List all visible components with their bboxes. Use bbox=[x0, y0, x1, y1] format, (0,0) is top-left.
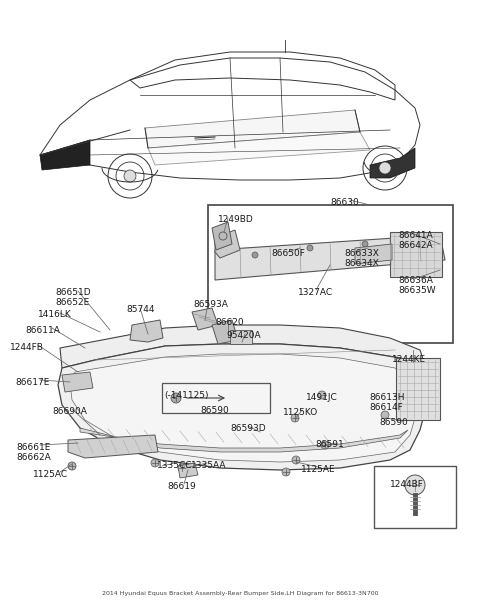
Polygon shape bbox=[70, 354, 418, 462]
Text: 1244FB: 1244FB bbox=[10, 343, 44, 352]
Text: 86611A: 86611A bbox=[25, 326, 60, 335]
Text: 1416LK: 1416LK bbox=[38, 310, 72, 319]
Polygon shape bbox=[145, 110, 360, 148]
Polygon shape bbox=[355, 244, 392, 264]
Text: 86690A: 86690A bbox=[52, 407, 87, 416]
Text: 1125AC: 1125AC bbox=[33, 470, 68, 479]
Circle shape bbox=[124, 170, 136, 182]
Circle shape bbox=[282, 468, 290, 476]
Polygon shape bbox=[148, 132, 370, 165]
Text: 1249BD: 1249BD bbox=[218, 215, 254, 224]
Text: 86652E: 86652E bbox=[55, 298, 89, 307]
Polygon shape bbox=[215, 230, 240, 258]
Polygon shape bbox=[68, 435, 158, 458]
Text: 1125AE: 1125AE bbox=[301, 465, 336, 474]
Text: 86651D: 86651D bbox=[55, 288, 91, 297]
Text: 1327AC: 1327AC bbox=[298, 288, 333, 297]
Text: 1335CC: 1335CC bbox=[157, 461, 192, 470]
Polygon shape bbox=[62, 372, 93, 392]
Text: (-141125): (-141125) bbox=[164, 391, 208, 400]
Polygon shape bbox=[58, 344, 428, 470]
Text: 86591: 86591 bbox=[315, 440, 344, 449]
Circle shape bbox=[151, 459, 159, 467]
Text: 85744: 85744 bbox=[126, 305, 155, 314]
Polygon shape bbox=[130, 320, 163, 342]
Circle shape bbox=[292, 456, 300, 464]
Polygon shape bbox=[215, 235, 445, 280]
Circle shape bbox=[178, 464, 186, 472]
Circle shape bbox=[219, 232, 227, 240]
Text: 86590: 86590 bbox=[379, 418, 408, 427]
Text: 1244KE: 1244KE bbox=[392, 355, 426, 364]
Circle shape bbox=[405, 475, 425, 495]
Text: 86590: 86590 bbox=[200, 406, 229, 415]
Circle shape bbox=[381, 411, 389, 419]
Text: 86634X: 86634X bbox=[344, 259, 379, 268]
Text: 86614F: 86614F bbox=[369, 403, 403, 412]
Text: 95420A: 95420A bbox=[226, 331, 261, 340]
Text: 1491JC: 1491JC bbox=[306, 393, 338, 402]
FancyBboxPatch shape bbox=[390, 232, 442, 277]
FancyBboxPatch shape bbox=[230, 330, 252, 344]
Text: 1335AA: 1335AA bbox=[191, 461, 227, 470]
Circle shape bbox=[362, 241, 368, 247]
Text: 1125KO: 1125KO bbox=[283, 408, 318, 417]
Polygon shape bbox=[80, 428, 408, 452]
Text: 86650F: 86650F bbox=[271, 249, 305, 258]
Circle shape bbox=[307, 245, 313, 251]
Text: 86619: 86619 bbox=[167, 482, 196, 491]
Text: 86593A: 86593A bbox=[193, 300, 228, 309]
Polygon shape bbox=[40, 140, 90, 170]
Polygon shape bbox=[192, 308, 218, 330]
Circle shape bbox=[252, 252, 258, 258]
Text: 1244BF: 1244BF bbox=[390, 480, 424, 489]
Polygon shape bbox=[212, 222, 232, 250]
Text: 86641A: 86641A bbox=[398, 231, 433, 240]
Text: 86633X: 86633X bbox=[344, 249, 379, 258]
Text: 86635W: 86635W bbox=[398, 286, 436, 295]
Circle shape bbox=[318, 391, 326, 399]
Circle shape bbox=[379, 162, 391, 174]
FancyBboxPatch shape bbox=[396, 358, 440, 420]
Text: 86661E: 86661E bbox=[16, 443, 50, 452]
Text: 2014 Hyundai Equus Bracket Assembly-Rear Bumper Side,LH Diagram for 86613-3N700: 2014 Hyundai Equus Bracket Assembly-Rear… bbox=[102, 591, 378, 596]
Polygon shape bbox=[60, 325, 425, 368]
Polygon shape bbox=[178, 463, 198, 478]
Polygon shape bbox=[212, 320, 238, 344]
Text: 86617E: 86617E bbox=[15, 378, 49, 387]
Text: 86620: 86620 bbox=[215, 318, 244, 327]
Text: 86662A: 86662A bbox=[16, 453, 51, 462]
Circle shape bbox=[171, 393, 181, 403]
Text: 86593D: 86593D bbox=[230, 424, 265, 433]
Polygon shape bbox=[370, 148, 415, 178]
Circle shape bbox=[321, 441, 329, 449]
Circle shape bbox=[68, 462, 76, 470]
Text: 86630: 86630 bbox=[330, 198, 359, 207]
Text: 86636A: 86636A bbox=[398, 276, 433, 285]
Text: 86613H: 86613H bbox=[369, 393, 405, 402]
Text: 86642A: 86642A bbox=[398, 241, 432, 250]
Circle shape bbox=[291, 414, 299, 422]
